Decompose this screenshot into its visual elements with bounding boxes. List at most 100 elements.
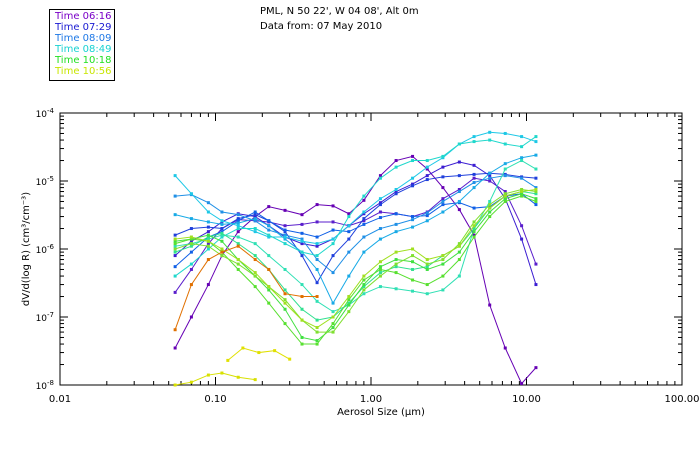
data-point [378, 201, 382, 205]
data-point [520, 237, 524, 241]
data-point [220, 222, 224, 226]
data-point [347, 237, 351, 241]
data-point [253, 378, 257, 382]
data-point [378, 176, 382, 180]
data-point [236, 242, 240, 246]
data-point [253, 215, 257, 219]
data-point [472, 206, 476, 210]
data-point [457, 208, 461, 212]
series-line [174, 177, 537, 293]
data-point [189, 250, 193, 254]
series-line [227, 347, 290, 361]
data-point [283, 307, 287, 311]
data-point [411, 154, 415, 158]
series-line [174, 131, 537, 245]
data-point [267, 301, 271, 305]
data-point [425, 219, 429, 223]
data-point [220, 254, 224, 258]
data-point [236, 235, 240, 239]
data-point [206, 210, 210, 214]
data-point [283, 298, 287, 302]
data-point [300, 254, 304, 258]
data-point [520, 156, 524, 160]
data-point [488, 215, 492, 219]
data-point [267, 205, 271, 209]
data-point [378, 227, 382, 231]
y-tick-label: 10-4 [36, 107, 55, 120]
legend-item: Time 06:16 [55, 11, 112, 22]
data-point [347, 298, 351, 302]
data-point [362, 278, 366, 282]
data-point [425, 167, 429, 171]
data-point [267, 254, 271, 258]
series-line [175, 189, 537, 329]
series-line [174, 136, 537, 277]
data-point [411, 260, 415, 264]
data-point [315, 267, 319, 271]
data-point [253, 230, 257, 234]
data-point [283, 322, 287, 326]
data-point [488, 303, 492, 307]
legend-item: Time 07:29 [55, 22, 112, 33]
data-point [378, 216, 382, 220]
data-point [411, 176, 415, 180]
data-point [503, 167, 507, 171]
x-tick-label: 0.01 [49, 394, 71, 405]
data-point [534, 186, 538, 190]
data-point [503, 190, 507, 194]
data-point [267, 235, 271, 239]
data-point [441, 254, 445, 258]
data-point [488, 138, 492, 142]
data-point [472, 163, 476, 167]
data-point [425, 211, 429, 215]
data-point [220, 227, 224, 231]
data-point [394, 258, 398, 262]
series-line [174, 195, 537, 345]
data-point [253, 242, 257, 246]
series-line [174, 191, 537, 321]
data-point [503, 162, 507, 166]
data-point [236, 217, 240, 221]
data-point [411, 247, 415, 251]
data-point [394, 222, 398, 226]
data-point [362, 285, 366, 289]
data-point [331, 330, 335, 334]
data-point [206, 201, 210, 205]
x-tick-label: 0.10 [204, 394, 226, 405]
data-point [173, 233, 177, 237]
data-point [394, 287, 398, 291]
data-point [189, 217, 193, 221]
data-point [362, 212, 366, 216]
data-point [425, 262, 429, 266]
data-point [331, 254, 335, 258]
data-point [441, 258, 445, 262]
data-point [534, 140, 538, 144]
data-point [331, 237, 335, 241]
legend-item: Time 08:09 [55, 33, 112, 44]
data-point [394, 187, 398, 191]
data-point [411, 267, 415, 271]
data-point [189, 192, 193, 196]
data-point [283, 288, 287, 292]
data-point [488, 171, 492, 175]
data-point [283, 292, 287, 296]
data-point [173, 194, 177, 198]
data-point [300, 318, 304, 322]
data-point [534, 197, 538, 201]
data-point [315, 258, 319, 262]
data-point [347, 310, 351, 314]
data-point [472, 230, 476, 234]
data-point [425, 292, 429, 296]
data-point [520, 159, 524, 163]
data-point [441, 165, 445, 169]
data-point [378, 197, 382, 201]
data-point [283, 230, 287, 234]
data-point [362, 288, 366, 292]
data-point [189, 315, 193, 319]
data-point [441, 288, 445, 292]
data-point [411, 289, 415, 293]
data-point [315, 254, 319, 258]
data-point [189, 244, 193, 248]
data-point [173, 274, 177, 278]
